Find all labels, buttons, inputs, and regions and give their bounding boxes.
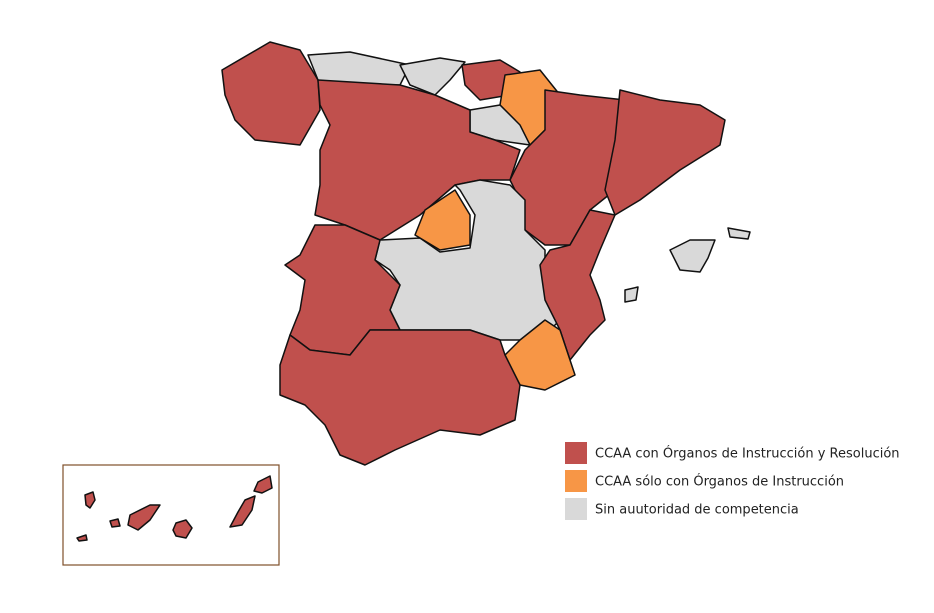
la-palma — [84, 491, 96, 509]
galicia — [221, 41, 321, 146]
el-hierro — [76, 534, 88, 542]
legend-label: Sin auutoridad de competencia — [595, 503, 799, 518]
andalucia — [279, 329, 521, 466]
mallorca — [669, 239, 716, 273]
madrid — [414, 189, 471, 251]
legend-swatch — [565, 470, 587, 492]
ibiza — [624, 286, 639, 303]
cantabria — [399, 57, 466, 96]
lanzarote — [253, 475, 273, 494]
legend: CCAA con Órganos de Instrucción y Resolu… — [565, 442, 900, 520]
gran-canaria — [172, 519, 193, 539]
fuerteventura — [229, 495, 256, 528]
legend-swatch — [565, 442, 587, 464]
tenerife — [127, 504, 161, 531]
murcia — [504, 319, 576, 391]
cataluna — [604, 89, 726, 216]
menorca — [727, 227, 751, 240]
regions — [62, 41, 751, 566]
legend-label: CCAA sólo con Órganos de Instrucción — [595, 474, 844, 490]
legend-swatch — [565, 498, 587, 520]
legend-label: CCAA con Órganos de Instrucción y Resolu… — [595, 446, 900, 462]
la-gomera — [109, 518, 121, 528]
canarias-inset — [62, 464, 280, 566]
valencia — [539, 209, 616, 361]
